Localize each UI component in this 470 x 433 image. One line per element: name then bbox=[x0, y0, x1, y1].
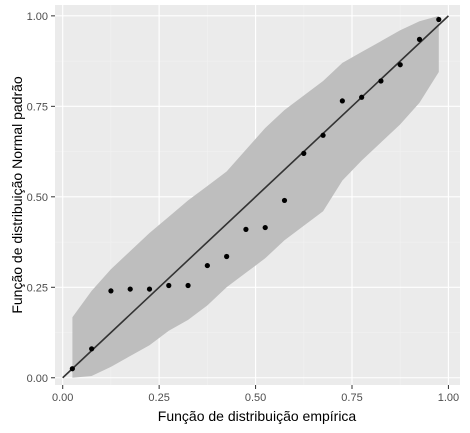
y-tick-label: 0.50 bbox=[27, 192, 48, 204]
data-point bbox=[204, 262, 210, 269]
data-point bbox=[262, 224, 268, 231]
data-point bbox=[359, 94, 365, 100]
data-point bbox=[320, 132, 326, 138]
data-point bbox=[166, 282, 172, 289]
data-points bbox=[69, 16, 442, 372]
y-tick-label: 0.25 bbox=[27, 282, 48, 294]
data-point bbox=[89, 346, 95, 352]
reference-line bbox=[62, 15, 449, 379]
data-point bbox=[146, 286, 153, 292]
data-point bbox=[436, 16, 442, 23]
data-point bbox=[397, 62, 403, 68]
x-axis-ticks: 0.00 0.25 0.50 0.75 1.00 bbox=[52, 385, 459, 404]
y-tick-label: 0.00 bbox=[27, 373, 48, 385]
y-axis-ticks: 0.00 0.25 0.50 0.75 1.00 bbox=[27, 11, 55, 385]
data-point bbox=[378, 78, 384, 84]
x-axis-title: Função de distribuição empírica bbox=[158, 408, 357, 424]
data-point bbox=[127, 286, 133, 292]
y-axis-title: Função de distribuição Normal padrão bbox=[9, 76, 25, 314]
data-point bbox=[69, 366, 75, 372]
data-point bbox=[185, 282, 191, 289]
data-point bbox=[301, 150, 307, 156]
x-tick-label: 0.50 bbox=[245, 392, 266, 404]
x-tick-label: 1.00 bbox=[438, 392, 459, 404]
data-point bbox=[416, 36, 423, 42]
data-point bbox=[224, 253, 230, 260]
data-point bbox=[108, 288, 114, 294]
data-point bbox=[339, 98, 345, 104]
x-tick-label: 0.00 bbox=[52, 392, 73, 404]
data-point bbox=[243, 226, 249, 232]
x-tick-label: 0.25 bbox=[148, 392, 169, 404]
data-point bbox=[281, 197, 288, 204]
x-tick-label: 0.75 bbox=[341, 392, 362, 404]
y-tick-label: 0.75 bbox=[27, 101, 48, 113]
y-tick-label: 1.00 bbox=[27, 11, 48, 23]
